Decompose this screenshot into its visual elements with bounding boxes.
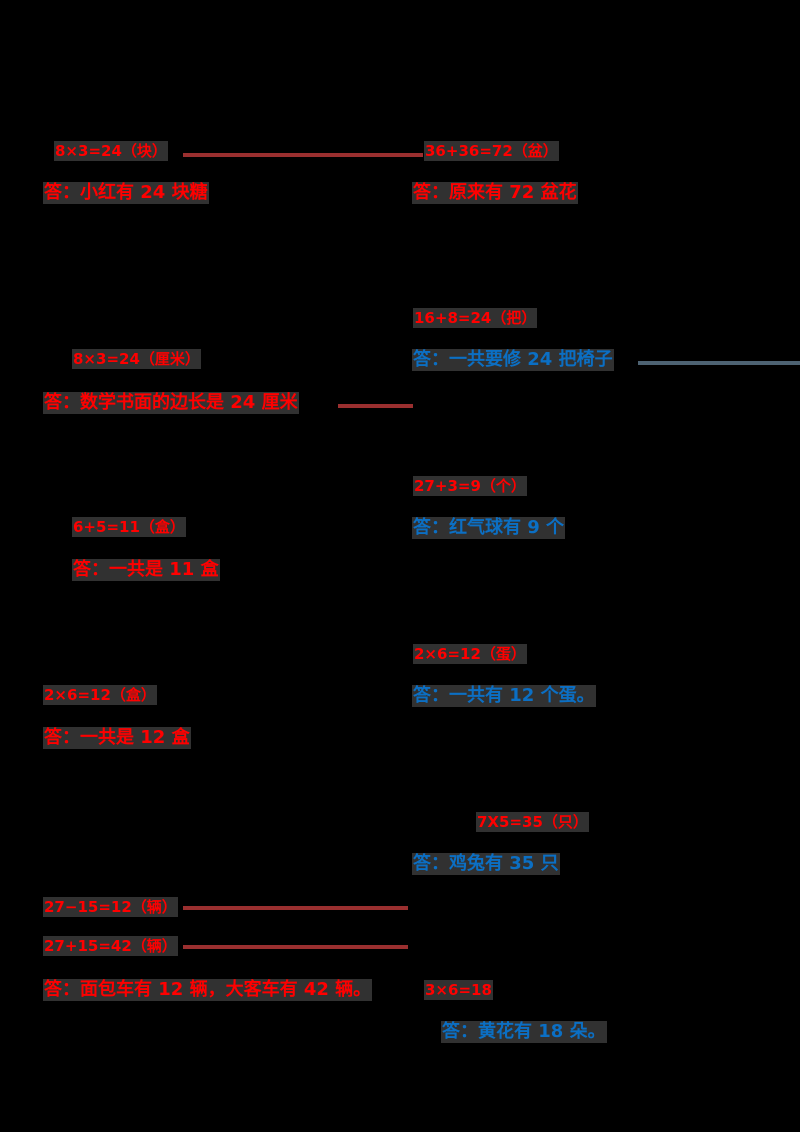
answer-candies: 答：小红有 24 块糖 — [43, 182, 209, 204]
connector-line — [338, 404, 413, 408]
connector-line — [183, 153, 423, 157]
answer-chairs: 答：一共要修 24 把椅子 — [412, 349, 614, 371]
equation-chairs: 16+8=24（把） — [413, 308, 538, 328]
answer-chickens-rabbits: 答：鸡兔有 35 只 — [412, 853, 560, 875]
equation-boxes-11: 6+5=11（盒） — [72, 517, 186, 537]
connector-line — [183, 906, 408, 910]
equation-chickens-rabbits: 7X5=35（只） — [476, 812, 589, 832]
equation-eggs: 2×6=12（蛋） — [413, 644, 527, 664]
answer-vehicles: 答：面包车有 12 辆，大客车有 42 辆。 — [43, 979, 373, 1001]
answer-boxes-12: 答：一共是 12 盒 — [43, 727, 191, 749]
answer-book-edge: 答：数学书面的边长是 24 厘米 — [43, 392, 299, 414]
connector-line — [638, 361, 800, 365]
equation-buses: 27+15=42（辆） — [43, 936, 178, 956]
equation-yellow-flowers: 3×6=18 — [424, 980, 493, 1000]
answer-flowerpots: 答：原来有 72 盆花 — [412, 182, 578, 204]
equation-boxes-12: 2×6=12（盒） — [43, 685, 157, 705]
equation-candies: 8×3=24（块） — [54, 141, 168, 161]
answer-boxes-11: 答：一共是 11 盒 — [72, 559, 220, 581]
connector-line — [183, 945, 408, 949]
equation-vans: 27−15=12（辆） — [43, 897, 178, 917]
answer-yellow-flowers: 答：黄花有 18 朵。 — [441, 1021, 607, 1043]
answer-balloons: 答：红气球有 9 个 — [412, 517, 566, 539]
equation-flowerpots: 36+36=72（盆） — [424, 141, 559, 161]
answer-eggs: 答：一共有 12 个蛋。 — [412, 685, 596, 707]
equation-balloons: 27+3=9（个） — [413, 476, 527, 496]
equation-book-edge: 8×3=24（厘米） — [72, 349, 201, 369]
